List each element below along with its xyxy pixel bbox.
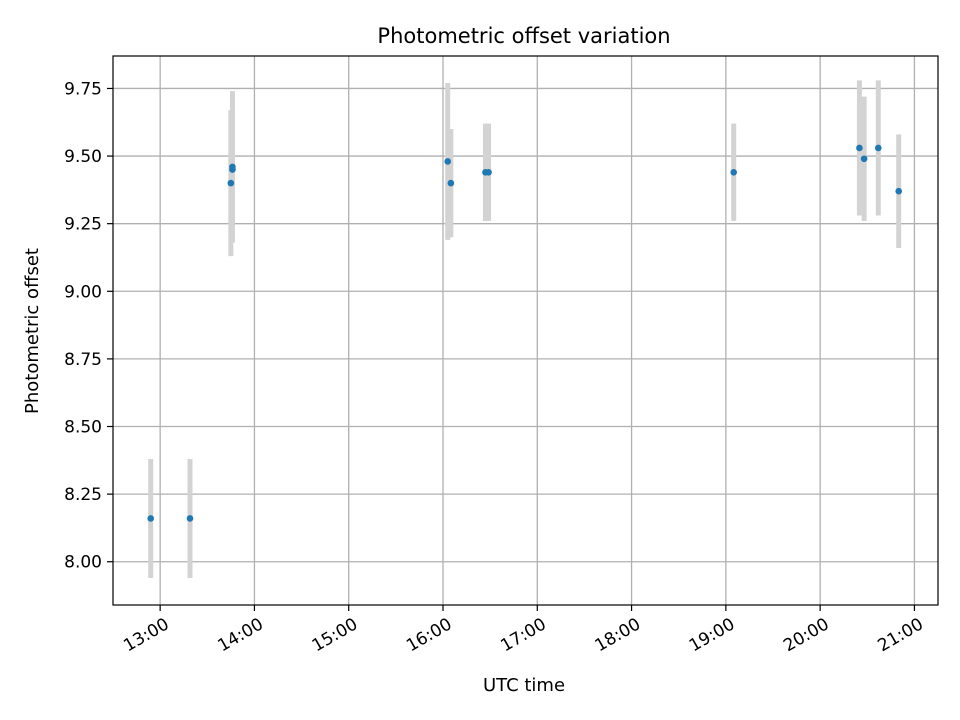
x-tick-label: 13:00 (120, 614, 172, 656)
data-point (895, 187, 903, 195)
data-point (229, 163, 236, 171)
y-axis-label: Photometric offset (22, 248, 43, 414)
grid-lines (113, 56, 938, 605)
x-tick-label: 21:00 (874, 614, 926, 656)
data-point (444, 158, 452, 165)
x-tick-label: 17:00 (497, 614, 549, 656)
data-point (447, 179, 455, 187)
y-tick-label: 8.00 (64, 553, 102, 573)
x-tick-label: 19:00 (686, 614, 738, 656)
x-tick-label: 14:00 (214, 614, 266, 656)
y-tick-label: 9.00 (64, 282, 102, 302)
y-tick-label: 8.50 (64, 418, 102, 438)
y-tick-label: 8.25 (64, 485, 102, 505)
data-point (874, 144, 882, 152)
y-tick-label: 9.25 (64, 215, 102, 235)
data-point (186, 515, 194, 522)
data-point (860, 155, 868, 163)
chart-title: Photometric offset variation (377, 24, 670, 48)
data-point (227, 179, 235, 187)
x-tick-label: 15:00 (309, 614, 361, 656)
data-point (147, 515, 155, 522)
y-tick-label: 9.50 (64, 147, 102, 167)
data-point (730, 168, 738, 176)
plot-frame (112, 55, 939, 606)
x-axis: 13:00 14:00 15:00 16:00 17:00 18:00 19:00 20:00… (120, 605, 927, 656)
x-axis-label: UTC time (483, 675, 565, 696)
data-point (856, 144, 863, 152)
error-bars (148, 80, 902, 578)
y-axis: 8.00 8.25 8.50 8.75 9.00 9.25 9.50 9.75 (64, 79, 113, 573)
y-tick-label: 9.75 (64, 79, 102, 99)
y-tick-label: 8.75 (64, 350, 102, 370)
x-tick-label: 18:00 (592, 614, 644, 656)
x-tick-label: 20:00 (780, 614, 832, 656)
x-tick-label: 16:00 (403, 614, 455, 656)
data-points (147, 144, 903, 522)
data-point (485, 168, 492, 176)
